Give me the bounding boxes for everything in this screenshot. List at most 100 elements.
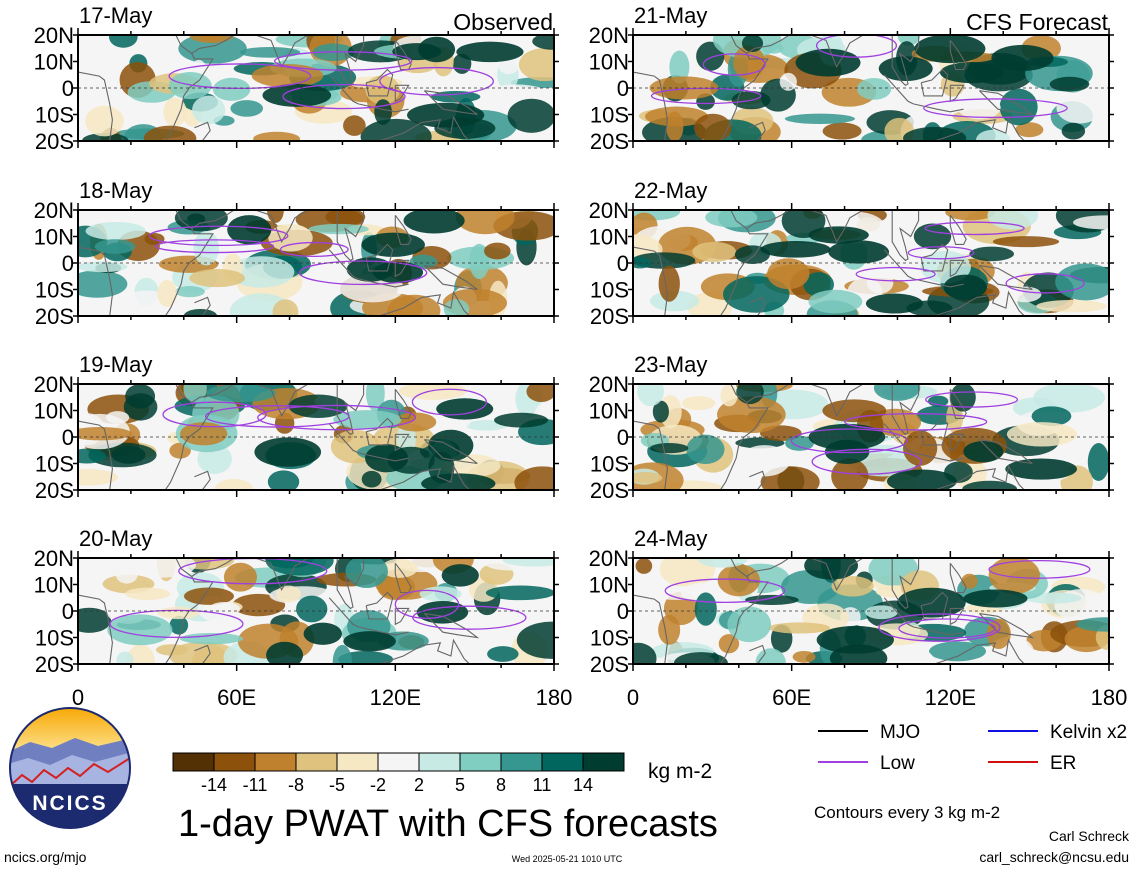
coastline: [358, 626, 409, 636]
low-contour: [855, 266, 936, 282]
anomaly-blob: [999, 88, 1038, 126]
y-tick-label: 0: [62, 251, 74, 276]
anomaly-blob: [78, 558, 107, 581]
anomaly-blob: [409, 254, 438, 269]
anomaly-blob: [1056, 92, 1103, 124]
panel-date: 23-May: [634, 352, 707, 377]
y-tick-label: 0: [617, 251, 629, 276]
panel-date: 21-May: [634, 3, 707, 28]
colorbar-swatch: [500, 752, 543, 772]
coastline: [336, 210, 365, 262]
low-contour: [394, 589, 460, 620]
low-contour: [257, 404, 417, 431]
colorbar-swatch: [418, 752, 461, 772]
coastline: [379, 115, 470, 141]
anomaly-blob: [969, 246, 1015, 262]
moist-core: [828, 240, 890, 264]
anomaly-blob: [694, 592, 717, 626]
y-tick-label: 10S: [35, 278, 74, 303]
low-contour: [204, 405, 350, 428]
y-tick-label: 0: [62, 599, 74, 624]
coastline: [358, 278, 409, 288]
logo-text: NCICS: [32, 792, 107, 815]
anomaly-blob: [681, 396, 716, 411]
coastline: [883, 74, 914, 105]
pwat-field: [78, 35, 554, 141]
moist-core: [436, 398, 494, 420]
y-tick-label: 20N: [589, 372, 629, 397]
anomaly-blob: [1036, 299, 1107, 313]
coastline: [365, 417, 394, 446]
anomaly-blob: [205, 384, 276, 403]
panel-date: 17-May: [79, 3, 152, 28]
coastline: [891, 35, 920, 86]
author-name: Carl Schreck: [1049, 828, 1130, 844]
y-tick-label: 20S: [590, 478, 629, 503]
anomaly-blob: [900, 649, 935, 664]
y-tick-label: 0: [617, 425, 629, 450]
anomaly-blob: [637, 384, 664, 407]
panels-group: 20N10N010S20S17-May20N10N010S20S18-May20…: [34, 3, 1114, 677]
low-contour: [923, 98, 1068, 119]
anomaly-blob: [808, 289, 863, 314]
moist-core: [886, 469, 957, 490]
y-tick-label: 20S: [590, 304, 629, 329]
anomaly-blob: [267, 470, 300, 490]
coastline: [358, 103, 409, 113]
anomaly-blob: [649, 76, 719, 100]
anomaly-blob: [78, 448, 106, 464]
colorbar-swatch: [459, 752, 502, 772]
anomaly-blob: [692, 241, 737, 262]
colorbar-swatch: [172, 752, 215, 772]
coastline: [891, 210, 920, 262]
coastline: [336, 558, 365, 610]
coastline: [920, 591, 949, 620]
x-tick-label: 120E: [925, 685, 976, 710]
anomaly-blob: [962, 480, 1018, 490]
low-contour: [924, 221, 1025, 236]
anomaly-blob: [727, 606, 772, 643]
moist-core: [824, 439, 870, 464]
x-tick-label: 60E: [217, 685, 256, 710]
moist-core: [760, 240, 831, 258]
anomaly-blob: [532, 35, 554, 50]
y-tick-label: 10S: [590, 452, 629, 477]
coastline: [424, 265, 478, 291]
colorbar-swatch: [377, 752, 420, 772]
colorbar-tick-label: -2: [370, 775, 386, 795]
anomaly-blob: [275, 585, 301, 603]
figure-title: 1-day PWAT with CFS forecasts: [178, 803, 718, 845]
coastline: [749, 470, 766, 490]
coastline: [810, 210, 864, 244]
colorbar-tick-label: 5: [455, 775, 465, 795]
coastline: [934, 638, 1025, 664]
anomaly-blob: [831, 458, 869, 490]
moist-core: [266, 641, 304, 664]
pwat-field: [633, 210, 1109, 316]
coastline: [394, 84, 410, 103]
moist-core: [1005, 458, 1077, 480]
x-tick-label: 0: [72, 685, 84, 710]
coastline: [328, 597, 359, 628]
moist-core: [416, 601, 469, 624]
coastline: [255, 210, 309, 244]
anomaly-blob: [484, 242, 511, 260]
y-tick-label: 10N: [589, 225, 629, 250]
anomaly-blob: [125, 587, 171, 601]
anomaly-blob: [502, 558, 554, 567]
y-tick-label: 10N: [589, 399, 629, 424]
pwat-field: [633, 558, 1109, 664]
anomaly-blob: [192, 95, 226, 125]
y-tick-label: 20N: [589, 546, 629, 571]
y-tick-label: 20S: [590, 652, 629, 677]
x-axis-ticks: 0 60E 120E 180 0 60E 120E 180: [72, 685, 1127, 710]
coastline: [749, 644, 766, 664]
y-tick-label: 20S: [35, 304, 74, 329]
anomaly-blob: [361, 470, 382, 488]
coastline: [379, 290, 470, 316]
low-contour: [811, 448, 923, 475]
anomaly-blob: [143, 125, 197, 141]
